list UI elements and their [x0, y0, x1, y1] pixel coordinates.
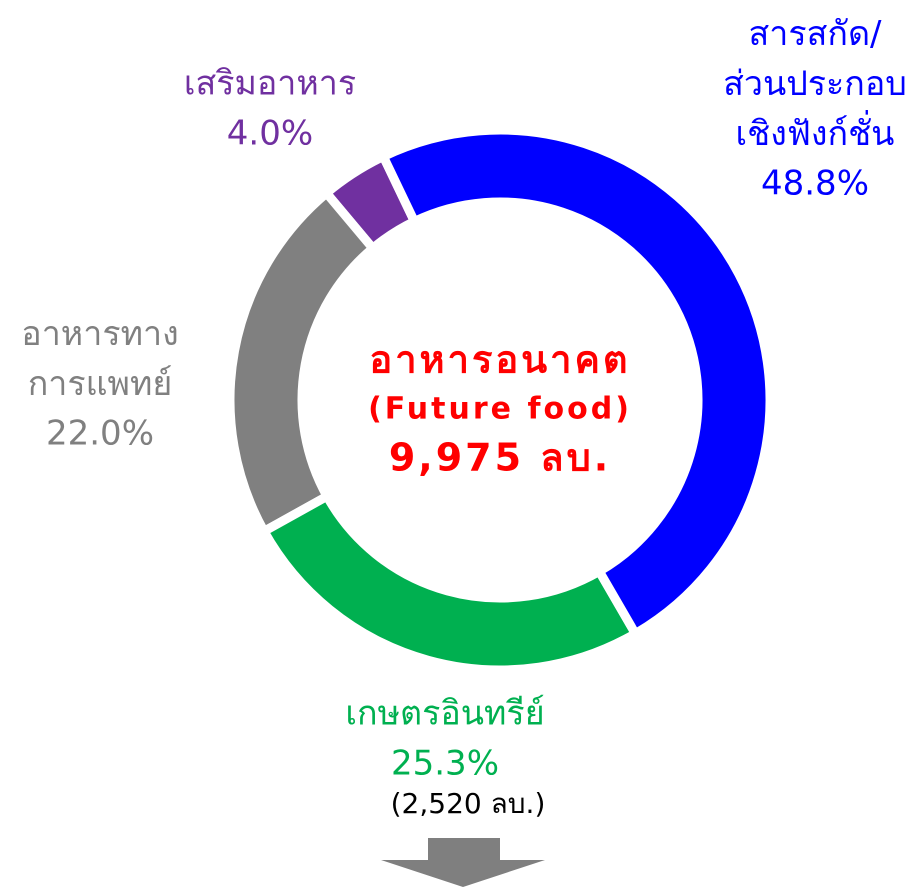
slice-label: อาหารทางการแพทย์ [21, 314, 178, 404]
value-label: 25.3% [391, 744, 499, 784]
down-arrow [381, 838, 545, 887]
slice-label: สารสกัด/ส่วนประกอบเชิงฟังก์ชั่น [723, 14, 907, 154]
slice [377, 125, 775, 640]
center-total: 9,975 ลบ. [389, 436, 611, 480]
center-title: อาหารอนาคต [369, 338, 630, 382]
value-label: 22.0% [46, 414, 154, 454]
value-label: 48.8% [761, 164, 869, 204]
slice-label: เกษตรอินทรีย์ [345, 694, 544, 734]
slice-label: เสริมอาหาร [184, 64, 356, 104]
note: (2,520 ลบ.) [391, 787, 546, 820]
center-subtitle: (Future food) [368, 392, 632, 427]
value-label: 4.0% [227, 114, 313, 154]
slice [257, 490, 642, 675]
slice [225, 186, 380, 538]
